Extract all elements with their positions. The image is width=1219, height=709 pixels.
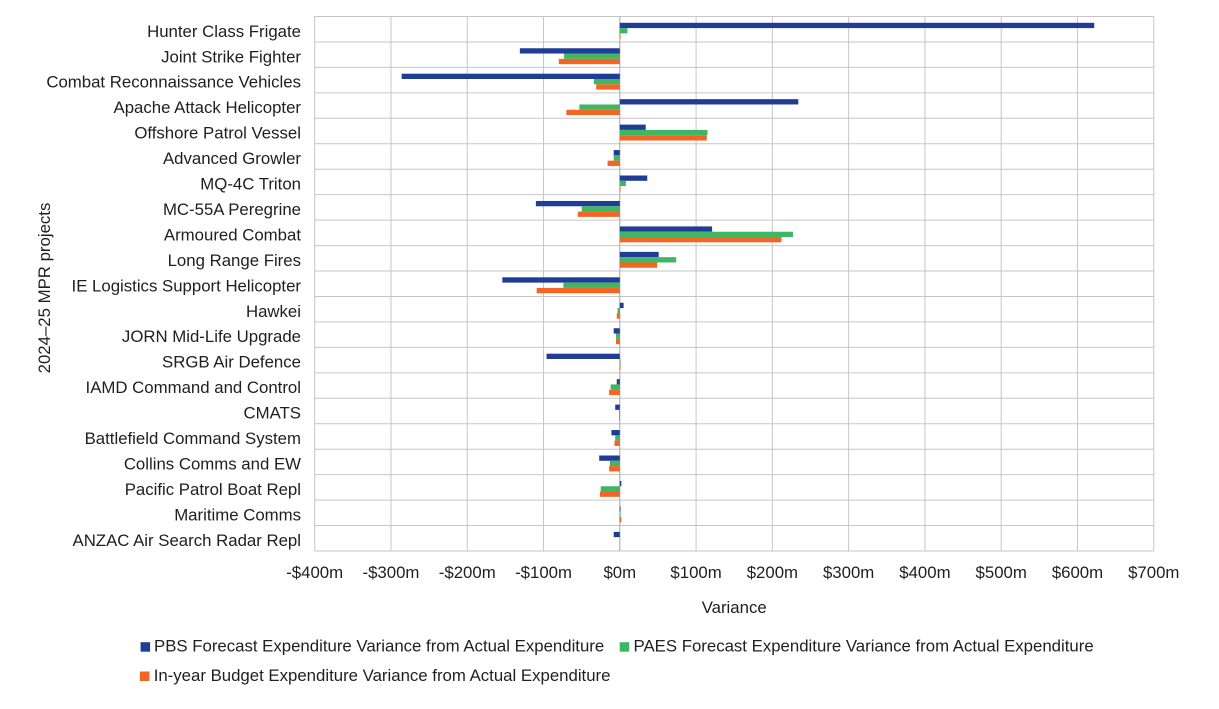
svg-text:Variance: Variance: [702, 598, 767, 617]
svg-text:Armoured Combat: Armoured Combat: [164, 225, 301, 244]
svg-text:Hunter Class Frigate: Hunter Class Frigate: [147, 22, 301, 41]
svg-text:Offshore Patrol Vessel: Offshore Patrol Vessel: [134, 124, 301, 143]
svg-text:$0m: $0m: [603, 563, 636, 582]
svg-text:PBS Forecast Expenditure Varia: PBS Forecast Expenditure Variance from A…: [154, 637, 604, 656]
svg-text:In-year Budget Expenditure Var: In-year Budget Expenditure Variance from…: [154, 666, 611, 685]
svg-text:Joint Strike Fighter: Joint Strike Fighter: [161, 47, 301, 66]
svg-text:SRGB Air Defence: SRGB Air Defence: [162, 353, 301, 372]
svg-text:$200m: $200m: [747, 563, 798, 582]
svg-text:Advanced Growler: Advanced Growler: [163, 149, 301, 168]
svg-text:2024–25 MPR projects: 2024–25 MPR projects: [35, 203, 54, 374]
svg-text:-$200m: -$200m: [439, 563, 496, 582]
svg-text:$300m: $300m: [823, 563, 874, 582]
svg-text:IAMD Command and Control: IAMD Command and Control: [86, 378, 301, 397]
svg-text:$400m: $400m: [899, 563, 950, 582]
svg-text:ANZAC Air Search Radar Repl: ANZAC Air Search Radar Repl: [73, 531, 302, 550]
svg-text:$100m: $100m: [670, 563, 721, 582]
svg-text:Battlefield Command System: Battlefield Command System: [85, 429, 301, 448]
svg-text:Pacific Patrol Boat Repl: Pacific Patrol Boat Repl: [125, 480, 301, 499]
svg-text:MQ-4C Triton: MQ-4C Triton: [200, 175, 301, 194]
svg-text:$500m: $500m: [976, 563, 1027, 582]
svg-text:$600m: $600m: [1052, 563, 1103, 582]
svg-text:$700m: $700m: [1128, 563, 1179, 582]
svg-text:MC-55A Peregrine: MC-55A Peregrine: [163, 200, 301, 219]
svg-text:CMATS: CMATS: [244, 404, 302, 423]
svg-text:Long Range Fires: Long Range Fires: [168, 251, 301, 270]
svg-text:IE Logistics Support Helicopte: IE Logistics Support Helicopter: [72, 276, 302, 295]
svg-text:Hawkei: Hawkei: [246, 302, 301, 321]
svg-text:-$400m: -$400m: [286, 563, 343, 582]
svg-text:-$100m: -$100m: [515, 563, 572, 582]
svg-text:Apache Attack Helicopter: Apache Attack Helicopter: [114, 98, 302, 117]
svg-text:PAES Forecast Expenditure Vari: PAES Forecast Expenditure Variance from …: [634, 637, 1094, 656]
svg-text:-$300m: -$300m: [363, 563, 420, 582]
svg-text:Collins Comms and EW: Collins Comms and EW: [124, 454, 301, 473]
svg-text:Maritime Comms: Maritime Comms: [174, 505, 301, 524]
svg-text:JORN Mid-Life Upgrade: JORN Mid-Life Upgrade: [122, 327, 301, 346]
svg-text:Combat Reconnaissance Vehicles: Combat Reconnaissance Vehicles: [46, 73, 301, 92]
